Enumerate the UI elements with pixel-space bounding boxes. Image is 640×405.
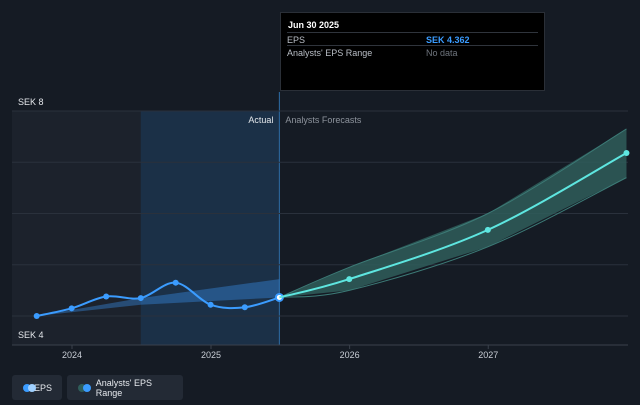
tooltip-row-range: Analysts' EPS Range No data bbox=[287, 45, 538, 59]
eps-point bbox=[68, 305, 75, 312]
x-tick-label: 2024 bbox=[62, 350, 82, 360]
forecast-point bbox=[623, 150, 630, 157]
y-max-label: SEK 8 bbox=[18, 97, 44, 107]
eps-point bbox=[33, 313, 40, 319]
forecast-point bbox=[346, 276, 353, 283]
tooltip-date: Jun 30 2025 bbox=[288, 20, 340, 30]
forecast-label: Analysts Forecasts bbox=[285, 115, 362, 125]
tooltip-eps-label: EPS bbox=[287, 35, 306, 45]
eps-point bbox=[103, 293, 110, 300]
range-legend-icon bbox=[78, 383, 91, 392]
tooltip-row-eps: EPS SEK 4.362 bbox=[287, 32, 538, 46]
legend-range-label: Analysts' EPS Range bbox=[95, 377, 153, 398]
eps-point bbox=[172, 279, 179, 286]
legend-range-button[interactable]: Analysts' EPS Range bbox=[67, 375, 183, 400]
actual-range-band bbox=[36, 279, 280, 316]
highlight-region bbox=[140, 111, 280, 345]
x-tick-label: 2025 bbox=[201, 350, 221, 360]
forecast-point bbox=[484, 226, 491, 233]
eps-point bbox=[137, 295, 144, 302]
x-tick-label: 2027 bbox=[478, 350, 498, 360]
eps-point bbox=[241, 304, 248, 311]
legend-eps-button[interactable]: EPS bbox=[12, 375, 62, 400]
eps-legend-icon bbox=[23, 383, 36, 392]
forecast-range-lower bbox=[279, 177, 627, 298]
tooltip-range-label: Analysts' EPS Range bbox=[287, 48, 373, 58]
hover-tooltip: Jun 30 2025 EPS SEK 4.362 Analysts' EPS … bbox=[280, 12, 545, 91]
x-tick-label: 2026 bbox=[340, 350, 360, 360]
eps-point bbox=[207, 301, 214, 308]
y-min-label: SEK 4 bbox=[18, 330, 44, 340]
actual-label: Actual bbox=[248, 115, 273, 125]
legend-eps-label: EPS bbox=[33, 382, 52, 393]
forecast-range-upper bbox=[279, 128, 627, 298]
forecast-line bbox=[279, 152, 627, 299]
tooltip-range-value: No data bbox=[426, 48, 458, 58]
tooltip-eps-value: SEK 4.362 bbox=[426, 35, 470, 45]
